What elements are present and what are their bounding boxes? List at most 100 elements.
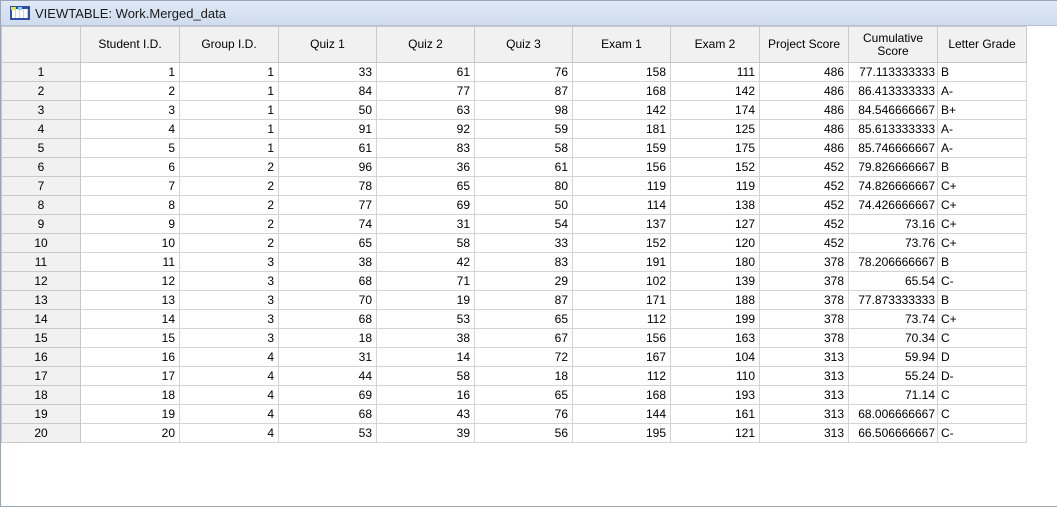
cell-quiz3[interactable]: 67 [474,328,573,348]
cell-student-id[interactable]: 3 [80,100,180,120]
cell-grade[interactable]: B [937,252,1027,272]
cell-student-id[interactable]: 11 [80,252,180,272]
table-row[interactable]: 13 13 3 70 19 87 171 188 378 77.873333333 B [1,290,1027,310]
cell-exam2[interactable]: 110 [670,366,760,386]
cell-grade[interactable]: D [937,347,1027,367]
cell-group-id[interactable]: 1 [179,81,279,101]
cell-cumulative[interactable]: 66.506666667 [848,423,938,443]
cell-quiz3[interactable]: 76 [474,404,573,424]
cell-group-id[interactable]: 3 [179,271,279,291]
cell-project[interactable]: 486 [759,119,849,139]
cell-quiz3[interactable]: 29 [474,271,573,291]
cell-quiz2[interactable]: 43 [376,404,475,424]
column-header-exam2[interactable]: Exam 2 [670,26,760,63]
cell-group-id[interactable]: 3 [179,328,279,348]
cell-grade[interactable]: C+ [937,233,1027,253]
column-header-project[interactable]: Project Score [759,26,849,63]
cell-quiz1[interactable]: 91 [278,119,377,139]
cell-grade[interactable]: A- [937,81,1027,101]
cell-quiz2[interactable]: 65 [376,176,475,196]
cell-quiz3[interactable]: 72 [474,347,573,367]
cell-exam1[interactable]: 191 [572,252,671,272]
cell-exam2[interactable]: 175 [670,138,760,158]
cell-exam1[interactable]: 156 [572,328,671,348]
cell-student-id[interactable]: 20 [80,423,180,443]
cell-group-id[interactable]: 4 [179,423,279,443]
row-number[interactable]: 15 [1,328,81,348]
cell-exam2[interactable]: 193 [670,385,760,405]
cell-project[interactable]: 378 [759,290,849,310]
cell-project[interactable]: 378 [759,252,849,272]
cell-student-id[interactable]: 10 [80,233,180,253]
table-row[interactable]: 1 1 1 33 61 76 158 111 486 77.113333333 B [1,62,1027,82]
table-row[interactable]: 4 4 1 91 92 59 181 125 486 85.613333333 A- [1,119,1027,139]
cell-group-id[interactable]: 1 [179,138,279,158]
column-header-quiz3[interactable]: Quiz 3 [474,26,573,63]
column-header-grade[interactable]: Letter Grade [937,26,1027,63]
cell-quiz1[interactable]: 53 [278,423,377,443]
cell-quiz2[interactable]: 42 [376,252,475,272]
cell-exam1[interactable]: 159 [572,138,671,158]
cell-quiz1[interactable]: 74 [278,214,377,234]
cell-project[interactable]: 452 [759,214,849,234]
cell-exam2[interactable]: 121 [670,423,760,443]
cell-exam2[interactable]: 127 [670,214,760,234]
cell-quiz1[interactable]: 31 [278,347,377,367]
cell-quiz3[interactable]: 33 [474,233,573,253]
cell-cumulative[interactable]: 73.76 [848,233,938,253]
cell-project[interactable]: 313 [759,366,849,386]
table-row[interactable]: 5 5 1 61 83 58 159 175 486 85.746666667 A- [1,138,1027,158]
cell-cumulative[interactable]: 74.426666667 [848,195,938,215]
cell-exam1[interactable]: 158 [572,62,671,82]
table-row[interactable]: 17 17 4 44 58 18 112 110 313 55.24 D- [1,366,1027,386]
cell-quiz3[interactable]: 61 [474,157,573,177]
cell-student-id[interactable]: 9 [80,214,180,234]
cell-student-id[interactable]: 19 [80,404,180,424]
cell-quiz1[interactable]: 50 [278,100,377,120]
cell-grade[interactable]: A- [937,119,1027,139]
table-row[interactable]: 8 8 2 77 69 50 114 138 452 74.426666667 C+ [1,195,1027,215]
cell-quiz1[interactable]: 68 [278,271,377,291]
cell-quiz1[interactable]: 38 [278,252,377,272]
cell-quiz2[interactable]: 19 [376,290,475,310]
row-number[interactable]: 1 [1,62,81,82]
cell-cumulative[interactable]: 85.613333333 [848,119,938,139]
row-number[interactable]: 2 [1,81,81,101]
cell-cumulative[interactable]: 84.546666667 [848,100,938,120]
cell-quiz3[interactable]: 56 [474,423,573,443]
table-row[interactable]: 16 16 4 31 14 72 167 104 313 59.94 D [1,347,1027,367]
cell-quiz1[interactable]: 33 [278,62,377,82]
column-header-quiz2[interactable]: Quiz 2 [376,26,475,63]
cell-grade[interactable]: B [937,62,1027,82]
cell-exam1[interactable]: 168 [572,81,671,101]
cell-quiz2[interactable]: 39 [376,423,475,443]
cell-project[interactable]: 452 [759,176,849,196]
cell-grade[interactable]: B [937,290,1027,310]
row-number[interactable]: 12 [1,271,81,291]
column-header-group-id[interactable]: Group I.D. [179,26,279,63]
cell-quiz1[interactable]: 65 [278,233,377,253]
cell-group-id[interactable]: 1 [179,119,279,139]
row-number[interactable]: 11 [1,252,81,272]
cell-quiz1[interactable]: 78 [278,176,377,196]
cell-group-id[interactable]: 4 [179,366,279,386]
cell-group-id[interactable]: 2 [179,214,279,234]
row-number[interactable]: 13 [1,290,81,310]
cell-exam1[interactable]: 114 [572,195,671,215]
cell-cumulative[interactable]: 73.16 [848,214,938,234]
cell-quiz1[interactable]: 44 [278,366,377,386]
cell-group-id[interactable]: 4 [179,404,279,424]
cell-quiz2[interactable]: 14 [376,347,475,367]
table-row[interactable]: 9 9 2 74 31 54 137 127 452 73.16 C+ [1,214,1027,234]
column-header-quiz1[interactable]: Quiz 1 [278,26,377,63]
cell-exam1[interactable]: 156 [572,157,671,177]
cell-quiz2[interactable]: 61 [376,62,475,82]
cell-quiz1[interactable]: 18 [278,328,377,348]
cell-group-id[interactable]: 1 [179,62,279,82]
table-row[interactable]: 10 10 2 65 58 33 152 120 452 73.76 C+ [1,233,1027,253]
cell-grade[interactable]: C [937,385,1027,405]
cell-student-id[interactable]: 6 [80,157,180,177]
cell-quiz2[interactable]: 77 [376,81,475,101]
table-row[interactable]: 14 14 3 68 53 65 112 199 378 73.74 C+ [1,309,1027,329]
cell-project[interactable]: 313 [759,423,849,443]
